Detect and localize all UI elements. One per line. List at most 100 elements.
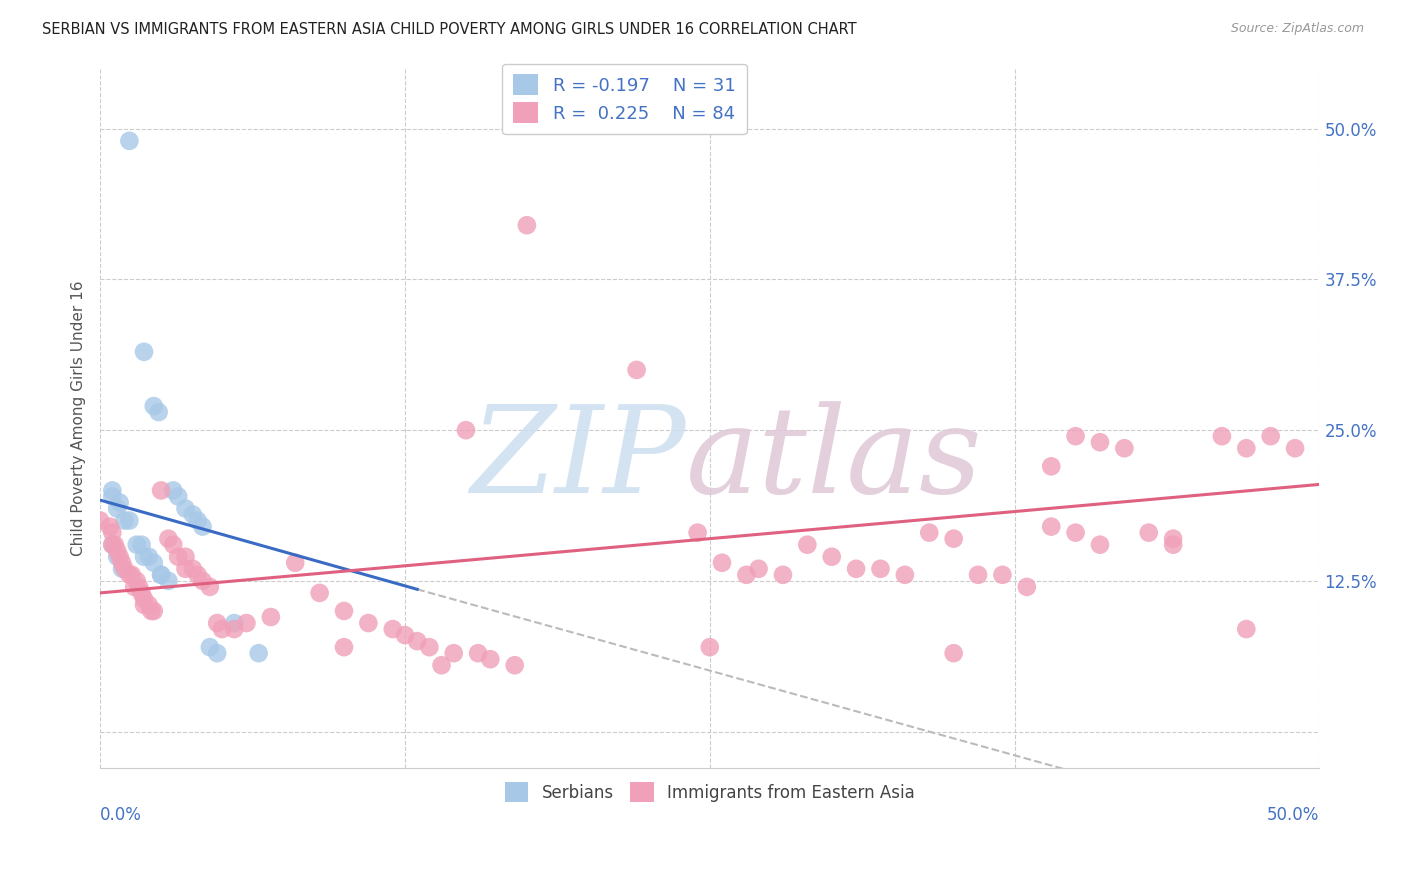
Point: [174, 562, 197, 576]
Point: [284, 556, 307, 570]
Point: [224, 622, 246, 636]
Point: [394, 628, 416, 642]
Point: [711, 556, 734, 570]
Point: [108, 549, 131, 564]
Point: [121, 567, 143, 582]
Point: [1234, 622, 1257, 636]
Text: atlas: atlas: [685, 401, 983, 519]
Point: [132, 549, 155, 564]
Point: [111, 562, 134, 576]
Point: [205, 615, 228, 630]
Point: [333, 640, 356, 655]
Point: [101, 538, 124, 552]
Point: [174, 501, 197, 516]
Point: [150, 567, 173, 582]
Point: [1260, 429, 1282, 443]
Point: [357, 615, 380, 630]
Point: [118, 134, 141, 148]
Point: [516, 219, 538, 233]
Point: [142, 399, 165, 413]
Point: [205, 646, 228, 660]
Point: [198, 640, 221, 655]
Point: [1015, 580, 1038, 594]
Point: [942, 532, 965, 546]
Point: [1088, 435, 1111, 450]
Point: [132, 344, 155, 359]
Point: [699, 640, 721, 655]
Point: [869, 562, 891, 576]
Point: [1040, 519, 1063, 533]
Y-axis label: Child Poverty Among Girls Under 16: Child Poverty Among Girls Under 16: [72, 280, 86, 556]
Point: [105, 543, 128, 558]
Point: [1114, 442, 1136, 456]
Point: [105, 549, 128, 564]
Point: [131, 586, 153, 600]
Point: [157, 532, 180, 546]
Point: [443, 646, 465, 660]
Point: [418, 640, 440, 655]
Point: [1064, 429, 1087, 443]
Point: [125, 574, 148, 588]
Point: [406, 634, 429, 648]
Point: [1284, 442, 1306, 456]
Text: ZIP: ZIP: [470, 401, 685, 519]
Point: [162, 483, 184, 498]
Text: 0.0%: 0.0%: [100, 806, 142, 824]
Legend: Serbians, Immigrants from Eastern Asia: Serbians, Immigrants from Eastern Asia: [498, 776, 921, 808]
Point: [114, 562, 136, 576]
Point: [1211, 429, 1233, 443]
Point: [235, 615, 257, 630]
Point: [181, 562, 204, 576]
Point: [157, 574, 180, 588]
Point: [821, 549, 844, 564]
Point: [101, 483, 124, 498]
Point: [1088, 538, 1111, 552]
Point: [148, 405, 170, 419]
Point: [181, 508, 204, 522]
Point: [467, 646, 489, 660]
Point: [748, 562, 770, 576]
Point: [162, 538, 184, 552]
Point: [247, 646, 270, 660]
Point: [167, 549, 190, 564]
Point: [108, 495, 131, 509]
Point: [111, 556, 134, 570]
Point: [1137, 525, 1160, 540]
Point: [991, 567, 1014, 582]
Text: 50.0%: 50.0%: [1267, 806, 1319, 824]
Text: SERBIAN VS IMMIGRANTS FROM EASTERN ASIA CHILD POVERTY AMONG GIRLS UNDER 16 CORRE: SERBIAN VS IMMIGRANTS FROM EASTERN ASIA …: [42, 22, 856, 37]
Point: [942, 646, 965, 660]
Point: [1064, 525, 1087, 540]
Point: [101, 525, 124, 540]
Point: [174, 549, 197, 564]
Point: [686, 525, 709, 540]
Point: [138, 549, 160, 564]
Point: [104, 538, 127, 552]
Point: [454, 423, 477, 437]
Point: [479, 652, 502, 666]
Point: [187, 514, 209, 528]
Point: [191, 519, 214, 533]
Point: [98, 519, 121, 533]
Point: [167, 490, 190, 504]
Point: [114, 514, 136, 528]
Point: [122, 580, 145, 594]
Point: [101, 538, 124, 552]
Point: [132, 598, 155, 612]
Point: [430, 658, 453, 673]
Point: [118, 567, 141, 582]
Point: [503, 658, 526, 673]
Point: [735, 567, 758, 582]
Point: [131, 538, 153, 552]
Text: Source: ZipAtlas.com: Source: ZipAtlas.com: [1230, 22, 1364, 36]
Point: [142, 604, 165, 618]
Point: [142, 556, 165, 570]
Point: [381, 622, 404, 636]
Point: [141, 604, 163, 618]
Point: [260, 610, 283, 624]
Point: [796, 538, 818, 552]
Point: [967, 567, 990, 582]
Point: [125, 538, 148, 552]
Point: [105, 501, 128, 516]
Point: [1040, 459, 1063, 474]
